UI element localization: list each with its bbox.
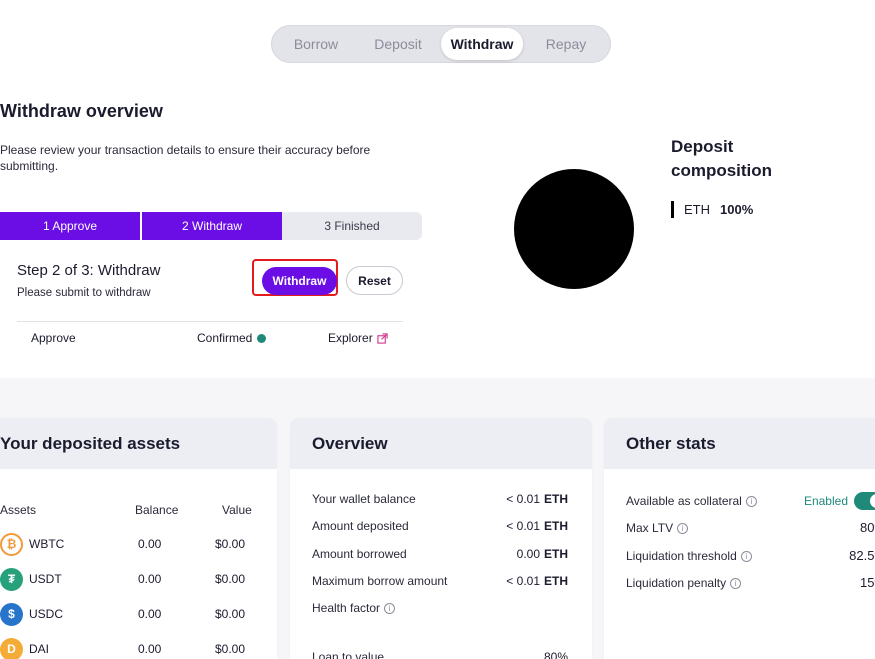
step-subtitle: Please submit to withdraw xyxy=(17,287,151,299)
stat-label-wrap: Liquidation threshold i xyxy=(626,549,752,563)
usdc-icon: $ xyxy=(0,602,23,626)
composition-pie-chart xyxy=(514,169,634,289)
confirmed-status: Confirmed xyxy=(197,331,267,345)
legend-asset: ETH xyxy=(684,202,710,217)
overview-value: 0.00 ETH xyxy=(516,547,568,561)
step-finished: 3 Finished xyxy=(282,212,422,240)
tab-deposit[interactable]: Deposit xyxy=(374,36,422,52)
info-icon[interactable]: i xyxy=(745,496,757,507)
asset-name: WBTC xyxy=(29,537,65,551)
asset-balance: 0.00 xyxy=(138,607,162,621)
external-link-icon xyxy=(377,332,388,344)
stat-value: 80% xyxy=(859,520,875,535)
explorer-link[interactable]: Explorer xyxy=(328,331,388,345)
column-header-balance: Balance xyxy=(135,503,179,517)
divider xyxy=(17,321,403,322)
asset-row: ₿ WBTC 0.00 $0.00 xyxy=(0,532,270,556)
stat-value: 82.5% xyxy=(849,548,875,563)
asset-row: ₮ USDT 0.00 $0.00 xyxy=(0,567,270,591)
step-title: Step 2 of 3: Withdraw xyxy=(17,262,161,279)
asset-value: $0.00 xyxy=(215,642,246,656)
stat-value: 15% xyxy=(859,575,875,590)
overview-label: Maximum borrow amount xyxy=(312,574,448,588)
asset-balance: 0.00 xyxy=(138,642,162,656)
confirmed-label: Confirmed xyxy=(197,331,253,345)
progress-stepper: 1 Approve 2 Withdraw 3 Finished xyxy=(0,212,422,240)
tab-repay[interactable]: Repay xyxy=(545,36,587,52)
info-icon[interactable]: i xyxy=(384,603,396,614)
overview-value: < 0.01 ETH xyxy=(506,574,568,588)
card-title: Other stats xyxy=(604,418,875,469)
overview-card: Overview Your wallet balance < 0.01 ETH A… xyxy=(290,418,592,659)
stat-label-wrap: Max LTV i xyxy=(626,521,689,535)
reset-button[interactable]: Reset xyxy=(346,266,403,295)
asset-value: $0.00 xyxy=(215,607,246,621)
explorer-label: Explorer xyxy=(328,331,373,345)
other-stats-card: Other stats Available as collateral i Ena… xyxy=(604,418,875,659)
asset-name: USDT xyxy=(29,572,62,586)
composition-legend-item: ETH 100% xyxy=(671,201,753,218)
asset-balance: 0.00 xyxy=(138,537,162,551)
step-withdraw: 2 Withdraw xyxy=(140,212,282,240)
card-title: Overview xyxy=(290,418,592,469)
usdt-icon: ₮ xyxy=(0,567,23,591)
stat-label-wrap: Available as collateral i xyxy=(626,494,757,508)
page-title: Withdraw overview xyxy=(0,101,163,121)
overview-row: Your wallet balance < 0.01 ETH xyxy=(312,492,568,506)
dai-icon: D xyxy=(0,637,23,659)
highlight-box xyxy=(252,259,338,296)
card-title: Your deposited assets xyxy=(0,418,277,469)
wbtc-icon: ₿ xyxy=(0,532,23,556)
step-approve: 1 Approve xyxy=(0,212,140,240)
tab-withdraw[interactable]: Withdraw xyxy=(441,28,523,60)
overview-value: < 0.01 ETH xyxy=(506,492,568,506)
overview-value: < 0.01 ETH xyxy=(506,519,568,533)
overview-label: Loan to value xyxy=(312,650,385,659)
column-header-value: Value xyxy=(222,503,252,517)
overview-row: Amount deposited < 0.01 ETH xyxy=(312,519,568,533)
asset-name: DAI xyxy=(29,642,50,656)
withdraw-button[interactable]: Withdraw xyxy=(262,267,337,295)
overview-row: Health factor i xyxy=(312,601,568,615)
overview-label: Amount deposited xyxy=(312,519,409,533)
overview-row: Amount borrowed 0.00 ETH xyxy=(312,547,568,561)
legend-color-swatch xyxy=(671,201,674,218)
deposited-assets-card: Your deposited assets Assets Balance Val… xyxy=(0,418,277,659)
status-dot-icon xyxy=(257,333,267,343)
composition-title: Deposit composition xyxy=(671,137,773,180)
stat-label-wrap: Liquidation penalty i xyxy=(626,576,742,590)
toggle-switch[interactable] xyxy=(854,492,875,510)
asset-value: $0.00 xyxy=(215,537,246,551)
page-description: Please review your transaction details t… xyxy=(0,143,371,173)
column-header-assets: Assets xyxy=(0,503,37,517)
tab-borrow[interactable]: Borrow xyxy=(293,36,339,52)
info-icon[interactable]: i xyxy=(677,522,689,534)
collateral-toggle[interactable]: Enabled xyxy=(804,492,875,510)
asset-balance: 0.00 xyxy=(138,572,162,586)
info-icon[interactable]: i xyxy=(730,577,742,589)
overview-label-wrap: Health factor i xyxy=(312,601,396,615)
legend-percent: 100% xyxy=(720,202,754,217)
asset-row: D DAI 0.00 $0.00 xyxy=(0,637,270,659)
info-icon[interactable]: i xyxy=(740,550,752,562)
asset-row: $ USDC 0.00 $0.00 xyxy=(0,602,270,626)
overview-row: Loan to value 80% xyxy=(312,650,568,659)
asset-name: USDC xyxy=(29,607,64,621)
overview-label: Your wallet balance xyxy=(312,492,416,506)
overview-value: 80% xyxy=(543,650,568,659)
action-tabs: Borrow Deposit Withdraw Repay xyxy=(271,25,611,63)
stat-row: Available as collateral i Enabled xyxy=(626,492,875,510)
asset-value: $0.00 xyxy=(215,572,246,586)
overview-row: Maximum borrow amount < 0.01 ETH xyxy=(312,574,568,588)
overview-label: Amount borrowed xyxy=(312,547,407,561)
approve-label: Approve xyxy=(31,331,76,345)
